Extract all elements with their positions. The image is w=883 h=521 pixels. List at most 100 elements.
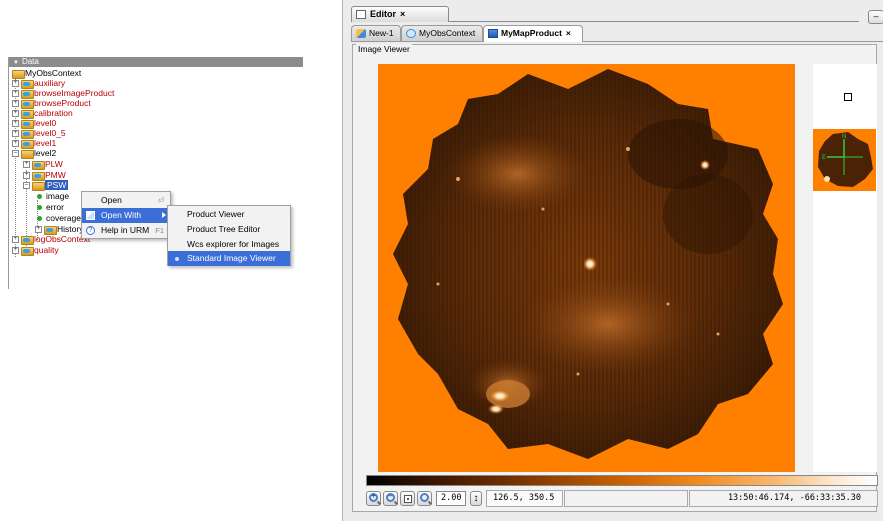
product-folder-icon [21,109,34,119]
expand-icon[interactable]: + [12,109,19,117]
tree-item-label: History [57,224,84,234]
collapse-triangle-icon[interactable]: ▼ [13,60,19,66]
collapse-icon[interactable]: – [12,149,19,157]
expand-icon[interactable]: + [23,160,30,168]
collapse-icon[interactable]: – [23,181,30,189]
tab-new-1[interactable]: New-1 [351,25,401,41]
tree-item-auxiliary[interactable]: + auxiliary [12,78,66,89]
data-tree-panel: ▼ Data MyObsContext + auxiliary + browseIma… [8,57,303,289]
tree-item-image[interactable]: image [35,191,69,201]
menu-shortcut: F1 [155,226,164,235]
zoom-out-icon: – [386,493,395,502]
help-icon: ? [86,226,95,235]
expand-icon[interactable]: + [23,171,30,179]
menu-item-open[interactable]: Open ⏎ [82,193,170,208]
menu-item-help[interactable]: ? Help in URM F1 [82,223,170,238]
expand-icon[interactable]: + [12,139,19,147]
tree-item-level2[interactable]: – level2 [12,148,57,159]
submenu-item-product-tree-editor[interactable]: Product Tree Editor [168,222,290,237]
zoom-spinner[interactable]: ↕ [470,491,482,506]
tree-item-error[interactable]: error [35,202,64,212]
submenu-item-wcs-explorer[interactable]: Wcs explorer for Images [168,237,290,252]
tree-item-label: image [46,191,70,201]
submenu-item-label: Wcs explorer for Images [187,239,280,249]
zoom-reset-icon [420,493,429,502]
dataset-icon [37,204,42,210]
zoom-in-icon: + [369,493,378,502]
tree-item-quality[interactable]: + quality [12,245,59,256]
zoom-fit-button[interactable] [400,491,415,506]
tree-item-label: auxiliary [34,78,66,88]
product-folder-icon [32,171,45,181]
tree-item-logobscontext[interactable]: + logObsContext [12,234,91,245]
tree-item-history[interactable]: + History [35,224,84,235]
tree-item-label: PMW [45,170,66,180]
product-folder-icon [21,79,34,89]
product-folder-icon [32,160,45,170]
zoom-in-button[interactable]: + [366,491,381,506]
product-folder-icon [21,119,34,129]
expand-icon[interactable]: + [12,89,19,97]
wcs-coordinates: 13:50:46.174, -66:33:35.30 [689,490,878,507]
menu-shortcut: ⏎ [157,196,164,205]
tab-label: MyObsContext [419,28,476,38]
close-icon[interactable]: × [565,28,571,38]
thumbnail-panner[interactable]: N E [813,129,876,191]
tree-item-level0[interactable]: + level0 [12,118,56,129]
submenu-arrow-icon [162,212,166,218]
expand-icon[interactable]: + [12,99,19,107]
minimize-button[interactable]: – [868,10,883,24]
colorbar[interactable] [366,475,878,486]
panner-box[interactable] [844,93,852,101]
product-folder-icon [21,99,34,109]
tree-item-label: logObsContext [34,234,91,244]
tree-item-psw[interactable]: – PSW [23,180,69,191]
minimize-icon: – [873,11,879,21]
tree-item-level1[interactable]: + level1 [12,138,57,149]
submenu-item-standard-image-viewer[interactable]: Standard Image Viewer [168,251,290,266]
zoom-field[interactable]: 2.00 [436,491,466,506]
side-panel: N E [813,64,877,472]
tree-item-calibration[interactable]: + calibration [12,108,73,119]
tree-item-plw[interactable]: + PLW [23,159,63,170]
product-folder-icon [21,235,34,245]
expand-icon[interactable]: + [12,119,19,127]
context-menu: Open ⏎ Open With ? Help in URM F1 [81,191,171,239]
svg-text:N: N [842,134,846,140]
tree-item-browseimageproduct[interactable]: + browseImageProduct [12,88,115,99]
tab-mymapproduct[interactable]: MyMapProduct × [483,25,583,42]
editor-tab[interactable]: Editor × [351,6,449,22]
expand-icon[interactable]: + [12,79,19,87]
tree-header[interactable]: ▼ Data [9,57,303,67]
bullet-icon [175,257,179,261]
tree-item-level0-5[interactable]: + level0_5 [12,128,66,139]
tab-label: New-1 [369,28,394,38]
expand-icon[interactable]: + [35,225,42,233]
tree-item-label: browseImageProduct [34,88,115,98]
close-icon[interactable]: × [400,9,406,19]
map-image[interactable] [378,64,795,472]
tree-item-pmw[interactable]: + PMW [23,170,66,181]
zoom-out-button[interactable]: – [383,491,398,506]
viewer-toolbar: + – 2.00 ↕ 126.5, 350.5 13:50:46.174, -6… [366,489,878,509]
tree-item-browseproduct[interactable]: + browseProduct [12,98,91,109]
tree-item-label-selected: PSW [45,180,69,190]
expand-icon[interactable]: + [12,235,19,243]
product-folder-icon [21,129,34,139]
tree-guide-line [15,79,16,257]
tree-item-label: calibration [34,108,73,118]
zoom-reset-button[interactable] [417,491,432,506]
submenu-item-product-viewer[interactable]: Product Viewer [168,207,290,222]
value-readout [564,490,688,507]
tree-item-coverage[interactable]: coverage [35,213,81,223]
tree-item-label: level1 [34,138,57,148]
tab-divider [351,41,883,42]
expand-icon[interactable]: + [12,246,19,254]
tree-item-label: level2 [34,148,57,158]
expand-icon[interactable]: + [12,129,19,137]
zoom-fit-icon [404,495,412,503]
tree-root[interactable]: MyObsContext [12,68,81,79]
tab-myobscontext[interactable]: MyObsContext [401,25,483,41]
menu-item-open-with[interactable]: Open With [82,208,170,223]
